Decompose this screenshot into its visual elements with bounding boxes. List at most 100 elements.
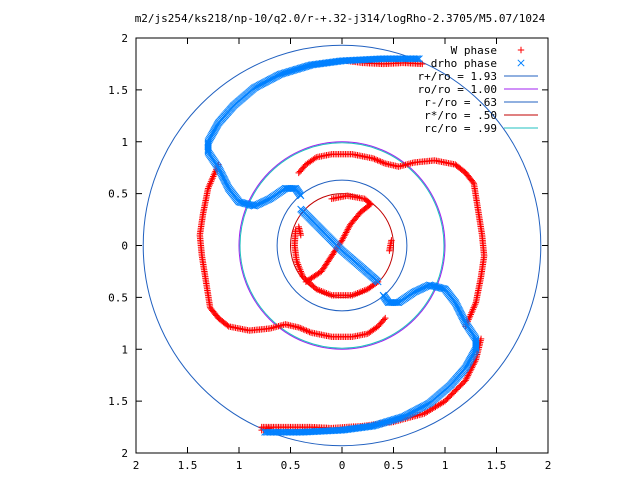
w-phase-point	[380, 159, 387, 167]
x-tick-label: 2	[133, 459, 140, 472]
w-phase-point	[469, 178, 477, 186]
drho-phase-point	[283, 68, 291, 76]
drho-phase-point	[291, 66, 299, 74]
drho-phase-point	[300, 63, 308, 71]
w-phase-point	[463, 373, 471, 381]
drho-phase-point	[396, 414, 404, 422]
drho-phase-point	[398, 413, 407, 421]
drho-phase-point	[292, 65, 300, 73]
drho-phase-point	[295, 65, 303, 73]
w-phase-point	[380, 316, 388, 323]
drho-phase-point	[388, 416, 396, 424]
w-phase-point	[304, 328, 312, 335]
x-tick-label: 0.5	[281, 459, 301, 472]
drho-phase-point	[284, 68, 292, 76]
w-phase-point	[311, 155, 318, 162]
drho-phase-point	[279, 69, 287, 78]
w-phase-point	[362, 196, 370, 204]
x-tick-label: 1	[442, 459, 449, 472]
w-phase-point	[300, 326, 307, 333]
y-tick-label: 0	[121, 240, 128, 253]
w-phase-point	[422, 409, 430, 416]
drho-phase-point	[393, 299, 401, 307]
drho-phase-point	[382, 418, 390, 426]
drho-phase-point	[400, 413, 408, 421]
drho-phase-point	[394, 414, 402, 422]
drho-phase-point	[438, 284, 446, 292]
w-phase-point	[371, 155, 378, 163]
chart-title: m2/js254/ks218/np-10/q2.0/r-+.32-j314/lo…	[135, 12, 546, 25]
drho-phase-point	[298, 64, 306, 72]
y-tick-label: 2	[121, 32, 128, 45]
w-phase-point	[378, 159, 386, 166]
x-tick-label: 1	[236, 459, 243, 472]
w-phase-point	[377, 158, 384, 165]
w-phase-point	[297, 324, 304, 332]
drho-phase-point	[307, 61, 315, 69]
drho-phase-point	[261, 428, 269, 436]
w-phase-point	[375, 157, 383, 165]
drho-phase-point	[299, 63, 307, 71]
w-phase-point	[369, 155, 377, 162]
drho-phase-point	[308, 61, 317, 69]
w-phase-point	[306, 328, 313, 336]
drho-phase-point	[264, 428, 272, 436]
legend-label: ro/ro = 1.00	[418, 83, 497, 96]
x-tick-label: 0.5	[384, 459, 404, 472]
drho-phase-point	[296, 64, 304, 72]
drho-phase-point	[306, 61, 314, 69]
drho-phase-point	[472, 344, 480, 352]
circle-r-ro-1-93	[142, 44, 542, 447]
legend-label: r-/ro = .63	[424, 96, 497, 109]
drho-phase-point	[376, 420, 384, 428]
drho-phase-point	[302, 63, 310, 71]
w-phase-point	[298, 325, 306, 332]
drho-phase-point	[204, 147, 212, 155]
drho-phase-point	[397, 413, 405, 422]
legend-label: W phase	[451, 44, 497, 57]
w-phase-point	[328, 195, 335, 203]
drho-phase-point	[384, 418, 392, 426]
y-tick-label: 0.5	[108, 291, 128, 304]
x-tick-label: 0	[339, 459, 346, 472]
circle-rc-ro-99	[239, 142, 445, 349]
drho-phase-point	[262, 428, 270, 436]
drho-phase-point	[389, 416, 397, 424]
legend-marker	[517, 46, 525, 54]
drho-phase-point	[303, 62, 311, 70]
series-drho-phase	[204, 55, 480, 436]
drho-phase-point	[393, 415, 401, 423]
drho-phase-point	[282, 69, 290, 77]
y-tick-label: 2	[121, 447, 128, 460]
series-w-phase	[196, 57, 488, 434]
drho-phase-point	[290, 66, 298, 74]
drho-phase-point	[380, 419, 388, 427]
w-phase-point	[224, 322, 231, 329]
y-tick-label: 1.5	[108, 84, 128, 97]
circle-r-ro-63	[276, 179, 408, 312]
w-phase-point	[465, 370, 472, 378]
phase-points	[196, 55, 488, 436]
legend-label: r+/ro = 1.93	[418, 70, 497, 83]
drho-phase-point	[385, 417, 393, 425]
w-phase-point	[464, 372, 472, 379]
circle-ro-ro-1-00	[238, 141, 446, 350]
legend-marker	[517, 59, 525, 67]
w-phase-point	[372, 156, 380, 163]
w-phase-point	[297, 231, 304, 239]
drho-phase-point	[378, 419, 386, 427]
x-tick-label: 1.5	[487, 459, 507, 472]
x-tick-label: 2	[545, 459, 552, 472]
w-phase-point	[295, 324, 302, 331]
w-phase-point	[469, 362, 476, 370]
w-phase-point	[374, 157, 381, 164]
w-phase-point	[303, 327, 310, 334]
y-tick-label: 1.5	[108, 395, 128, 408]
w-phase-point	[382, 314, 389, 322]
w-phase-point	[301, 326, 309, 334]
w-phase-point	[386, 247, 393, 254]
drho-phase-point	[287, 67, 295, 75]
axes: 2 1.5 1 0.5 0 0.5 1 1.5 221.510.500.511.52	[108, 32, 551, 472]
